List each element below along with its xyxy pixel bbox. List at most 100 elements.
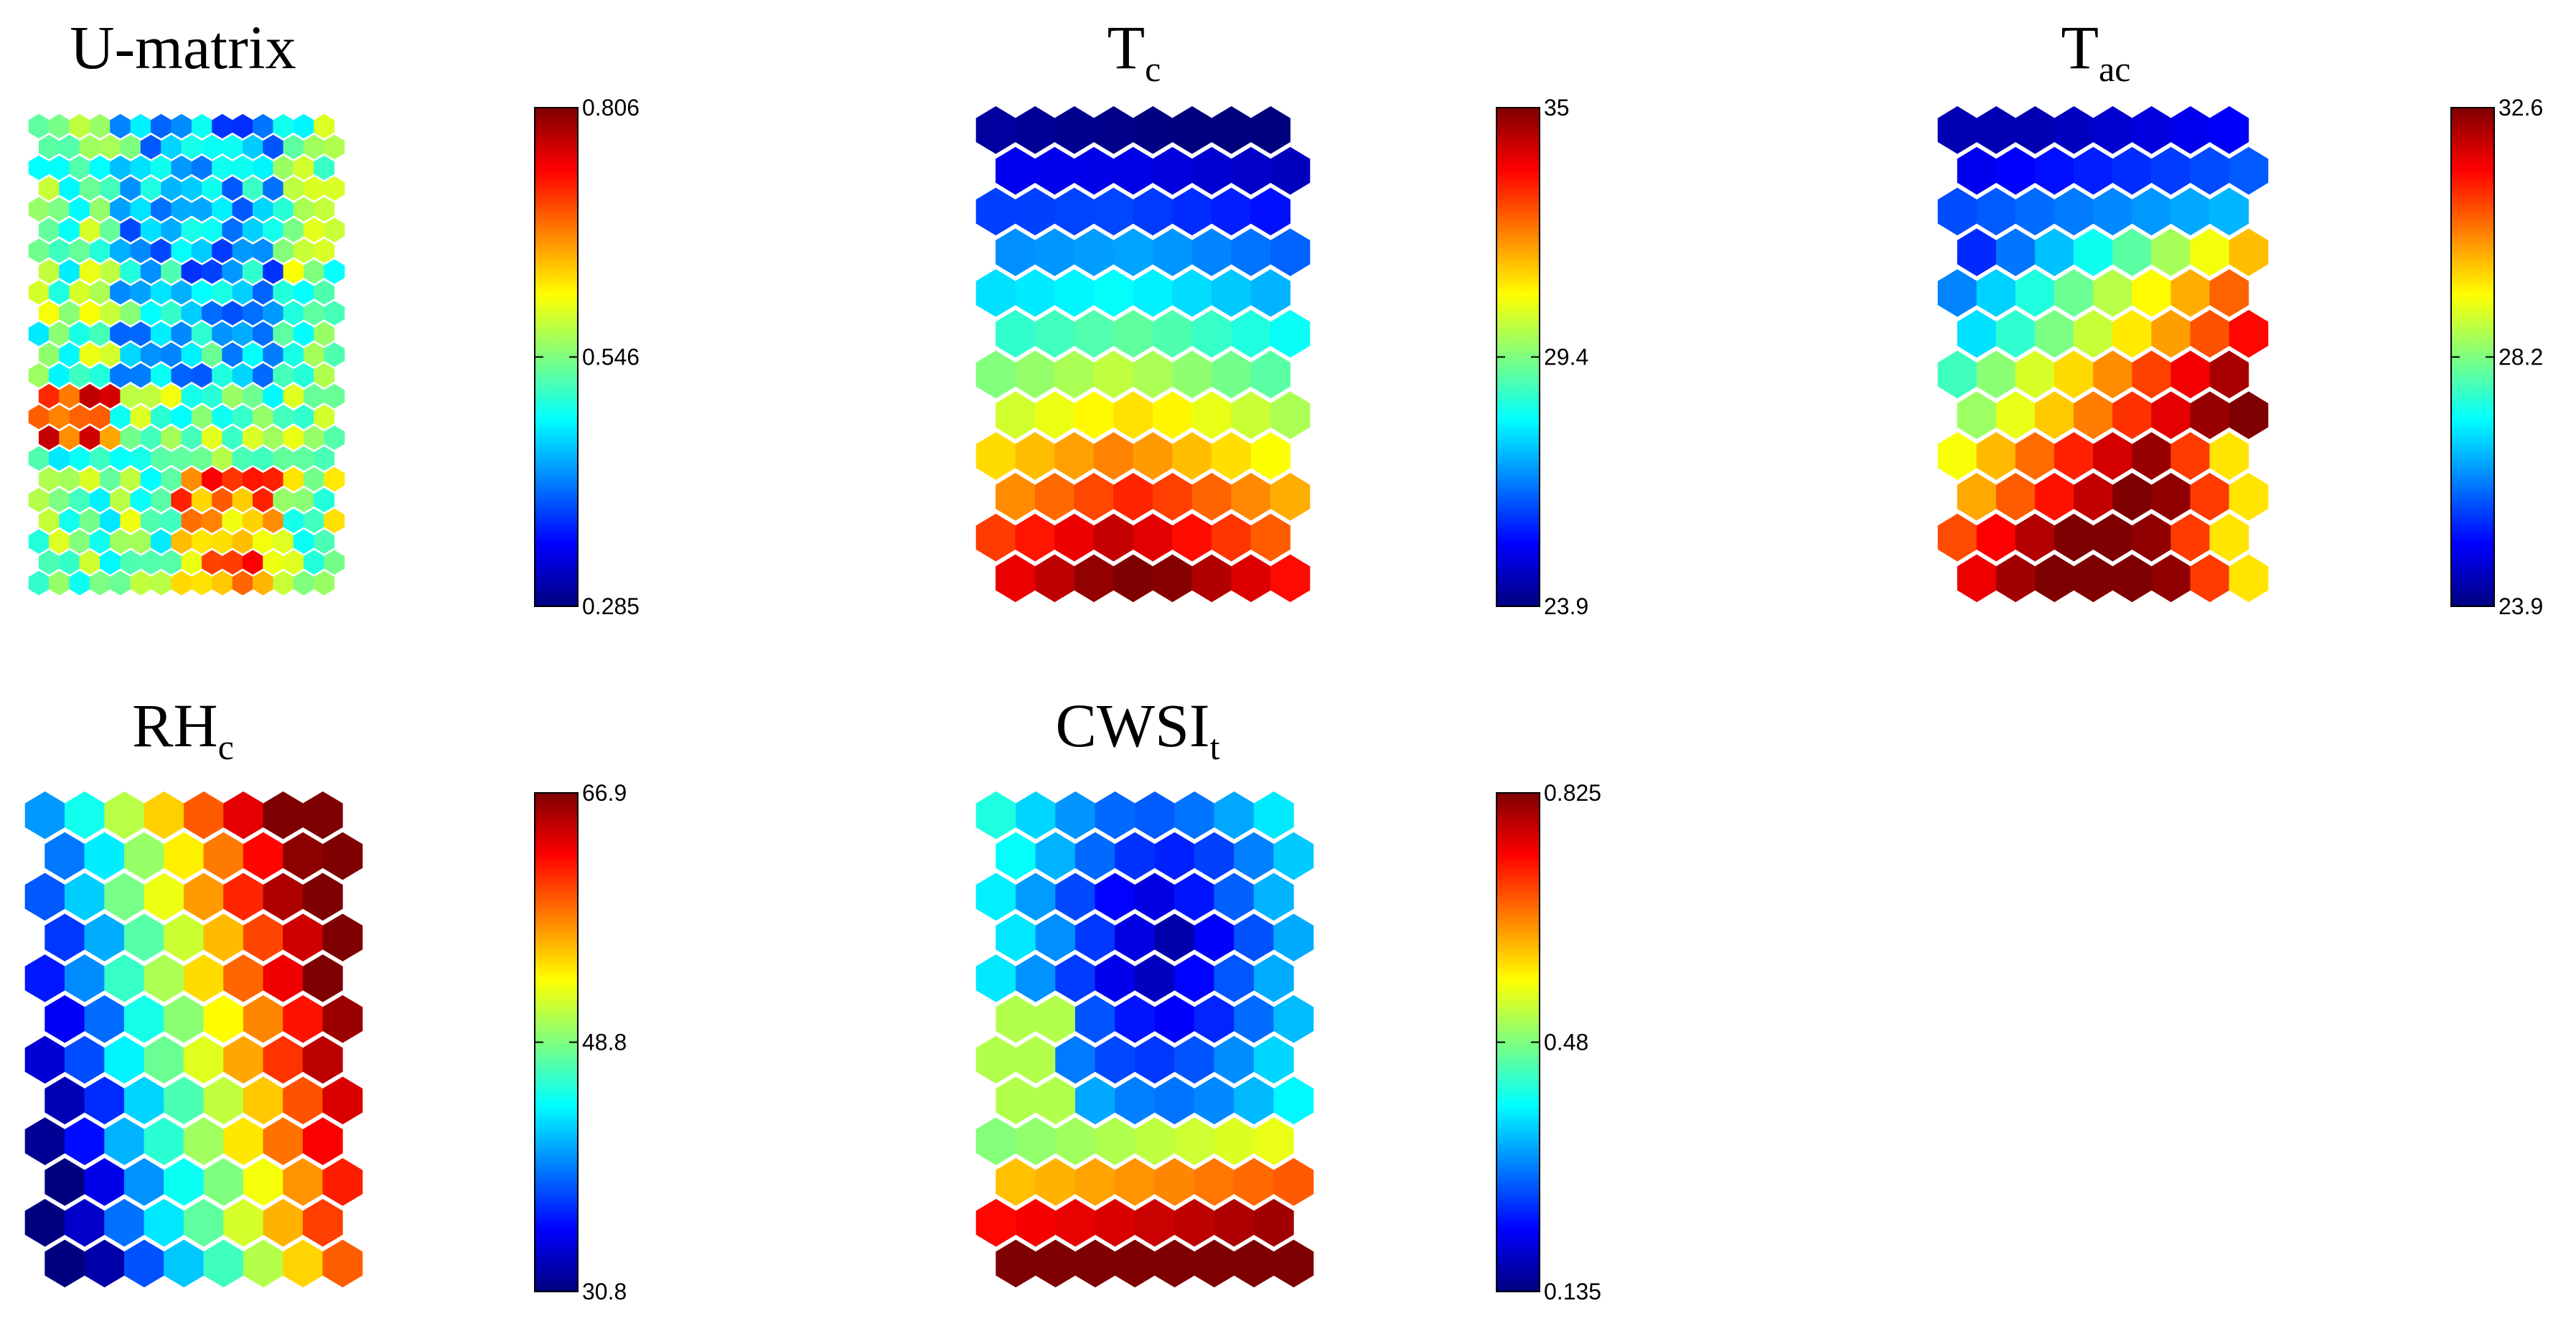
hex-cell: [89, 570, 111, 596]
hex-cell: [45, 913, 85, 961]
hex-cell: [242, 301, 263, 326]
hex-cell: [1234, 995, 1274, 1043]
hex-cell: [212, 280, 233, 305]
hex-cell: [144, 1198, 184, 1247]
colorbar-tick-label: 0.48: [1544, 1030, 1588, 1055]
hex-cell: [2093, 513, 2132, 562]
hex-cell: [171, 570, 192, 596]
hex-cell: [38, 508, 60, 533]
hex-cell: [191, 404, 212, 430]
hex-cell: [28, 197, 50, 222]
hex-cell: [84, 1076, 125, 1125]
hex-cell: [151, 155, 172, 180]
hex-cell: [183, 791, 224, 840]
hex-cell: [45, 995, 85, 1043]
hex-cell: [181, 301, 202, 326]
hex-cell: [1937, 432, 1977, 480]
hex-cell: [975, 873, 1016, 921]
hex-cell: [222, 384, 243, 409]
hex-cell: [293, 529, 314, 554]
hex-cell: [49, 155, 70, 180]
hex-cell: [203, 995, 244, 1043]
colorbar: 32.6 28.2 23.9: [2450, 95, 2543, 619]
hex-cell: [302, 791, 343, 840]
hex-cell: [1095, 1117, 1135, 1165]
hex-cell: [293, 321, 314, 347]
hex-cell: [144, 791, 184, 840]
hex-cell: [252, 155, 273, 180]
hex-cell: [65, 954, 105, 1002]
hex-cell: [996, 228, 1036, 276]
hex-cell: [1035, 995, 1076, 1043]
hex-cell: [242, 384, 263, 409]
hex-cell: [293, 404, 314, 430]
hex-cell: [1234, 1076, 1274, 1125]
hex-cell: [140, 384, 161, 409]
hex-cell: [2074, 146, 2113, 195]
hex-cell: [2229, 473, 2269, 521]
hex-cell: [130, 238, 151, 263]
hex-cell: [1074, 913, 1115, 961]
hex-cell: [1231, 391, 1271, 440]
hex-cell: [183, 1035, 224, 1084]
hex-cell: [1957, 391, 1997, 440]
hex-cell: [28, 487, 50, 513]
hex-cell: [69, 570, 90, 596]
hex-cell: [161, 342, 182, 367]
hex-cell: [263, 1198, 304, 1247]
hex-cell: [232, 487, 253, 513]
hex-cell: [232, 446, 253, 471]
hex-cell: [223, 791, 264, 840]
hex-cell: [1957, 473, 1997, 521]
panel-umatrix: U-matrix 0.806 0.546 0.285: [28, 13, 640, 619]
hex-cell: [273, 238, 294, 263]
hex-cell: [273, 155, 294, 180]
hex-cell: [303, 508, 324, 533]
hex-cell: [242, 508, 263, 533]
hex-cell: [252, 280, 273, 305]
hex-cell: [1194, 913, 1235, 961]
hex-cell: [2074, 473, 2113, 521]
hex-cell: [24, 873, 65, 921]
hex-cell: [273, 404, 294, 430]
hex-cell: [1211, 187, 1252, 236]
hex-cell: [24, 791, 65, 840]
hex-cell: [2112, 391, 2152, 440]
hex-cell: [273, 280, 294, 305]
hex-cell: [1015, 269, 1055, 317]
hex-cell: [59, 550, 80, 575]
hex-cell: [222, 217, 243, 243]
hex-cell: [1093, 269, 1134, 317]
hex-cell: [2190, 146, 2230, 195]
hex-cell: [1270, 473, 1311, 521]
hex-cell: [65, 791, 105, 840]
hex-cell: [1957, 309, 1997, 358]
hex-cell: [2209, 432, 2249, 480]
hex-cell: [2093, 269, 2132, 317]
hex-cell: [2170, 350, 2211, 399]
hex-cell: [2093, 187, 2132, 236]
hex-cell: [232, 363, 253, 388]
colorbar-tick-label: 0.285: [582, 593, 640, 619]
hex-cell: [1172, 269, 1212, 317]
hex-cell: [201, 550, 223, 575]
colorbar: 0.806 0.546 0.285: [534, 95, 640, 619]
hex-cell: [191, 155, 212, 180]
hex-cell: [144, 1035, 184, 1084]
hex-cell: [104, 1117, 145, 1165]
hex-cell: [242, 217, 263, 243]
hex-cell: [28, 280, 50, 305]
hex-cell: [263, 954, 304, 1002]
hex-cell: [1253, 954, 1294, 1002]
hex-cell: [140, 301, 161, 326]
hex-cell: [1253, 1117, 1294, 1165]
hex-cell: [293, 363, 314, 388]
hex-cell: [123, 1076, 164, 1125]
hex-cell: [263, 791, 304, 840]
hex-cell: [79, 342, 100, 367]
hex-cell: [1095, 873, 1135, 921]
hex-cell: [322, 913, 363, 961]
hex-cell: [140, 550, 161, 575]
hex-cell: [1976, 350, 2016, 399]
